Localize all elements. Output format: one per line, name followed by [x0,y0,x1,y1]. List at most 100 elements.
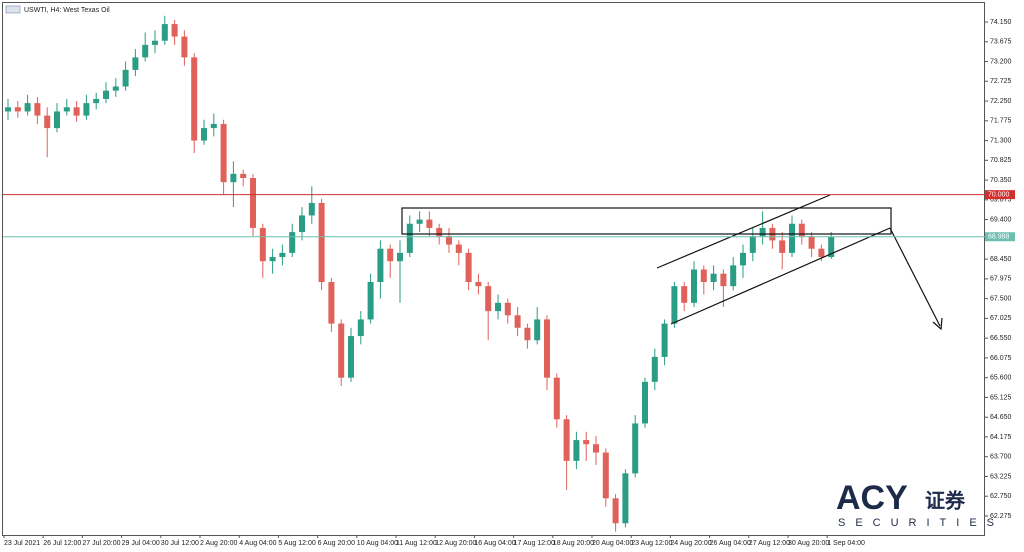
y-tick-label: 66.075 [990,355,1012,362]
logo: ACY 证券 SECURITIES [836,479,994,529]
x-tick-label: 18 Aug 20:00 [553,540,594,547]
candle-body [436,227,443,237]
y-tick-label: 67.500 [990,295,1012,302]
chart-title: USWTI, H4: West Texas Oil [24,7,110,14]
candle-body [377,248,384,282]
candle-body [348,336,354,378]
plot [5,15,835,532]
logo-brand: ACY [836,479,908,517]
y-tick-label: 71.300 [990,137,1012,144]
level-label: 68.988 [988,234,1010,241]
y-tick-label: 70.350 [990,177,1012,184]
y-tick-label: 73.675 [990,39,1012,46]
candle-body [808,236,815,249]
x-tick-label: 23 Jul 2021 [4,540,40,547]
candle-body [455,244,462,253]
candle-body [387,248,394,262]
candle-body [299,215,305,233]
candle-body [828,236,835,258]
candle-body [14,107,21,112]
candle-body [201,128,207,141]
y-tick-label: 65.600 [990,375,1012,382]
candle-body [338,323,345,378]
candle-body [269,257,276,262]
candle-body [426,219,433,228]
candle-body [63,107,70,112]
candle-body [730,265,737,287]
y-tick-label: 70.825 [990,157,1012,164]
candle-body [740,252,746,266]
candle-body [289,232,296,253]
x-tick-label: 12 Aug 20:00 [435,540,476,547]
candle-body [308,202,315,216]
x-tick-label: 1 Sep 04:00 [827,540,865,547]
x-tick-label: 6 Aug 20:00 [318,540,355,547]
y-tick-label: 73.200 [990,58,1012,65]
candle-body [161,24,168,41]
x-tick-label: 30 Jul 12:00 [161,540,199,547]
candle-body [720,273,727,287]
candle-body [5,107,11,112]
forecast-arrow [889,227,941,327]
y-tick-label: 66.550 [990,335,1012,342]
candle-body [612,498,619,524]
y-tick-label: 69.875 [990,197,1012,204]
x-tick-label: 17 Aug 12:00 [514,540,555,547]
x-tick-label: 16 Aug 04:00 [474,540,515,547]
candle-body [103,90,109,99]
candle-body [573,440,580,461]
candle-body [142,44,149,58]
candle-body [24,103,31,112]
channel-upper [656,194,831,269]
candle-body [593,444,599,453]
candle-body [210,123,217,129]
candle-body [475,281,482,287]
candle-body [749,236,756,253]
symbol-icon [5,5,21,14]
candle-body [279,252,286,258]
y-tick-label: 69.400 [990,216,1012,223]
plot-frame [2,2,985,536]
candle-body [132,57,139,70]
x-tick-label: 11 Aug 12:00 [396,540,437,547]
candle-body [191,57,198,141]
candle-body [514,315,521,328]
candle-body [220,123,227,183]
y-tick-label: 72.725 [990,78,1012,85]
y-tick-label: 72.250 [990,98,1012,105]
y-tick-label: 62.275 [990,513,1012,520]
candle-body [416,219,423,224]
annotations [401,194,943,331]
candle-body [122,69,129,87]
logo-chinese: 证券 [925,488,966,512]
candle-body [397,252,403,262]
candle-body [446,236,452,245]
level-tag [985,190,1015,200]
candle-body [44,115,51,129]
candle-body [759,227,766,237]
level-tag [985,232,1015,242]
candle-body [34,103,41,116]
candle-body [367,281,374,320]
candle-body [112,86,119,91]
candle-body [642,381,648,424]
candle-body [485,286,492,312]
y-tick-label: 64.650 [990,414,1012,421]
candle-body [406,223,413,253]
candle-body [798,223,805,237]
candle-body [700,269,707,282]
y-tick-label: 65.125 [990,394,1012,401]
candle-body [357,319,364,337]
x-tick-label: 24 Aug 20:00 [670,540,711,547]
candle-body [632,423,639,474]
candle-body [230,173,237,183]
y-tick-label: 64.175 [990,434,1012,441]
y-tick-label: 71.775 [990,118,1012,125]
candle-body [818,248,825,258]
candle-body [73,107,80,116]
x-tick-label: 5 Aug 12:00 [278,540,315,547]
candle-body [563,419,570,461]
x-tick-label: 29 Jul 04:00 [122,540,160,547]
